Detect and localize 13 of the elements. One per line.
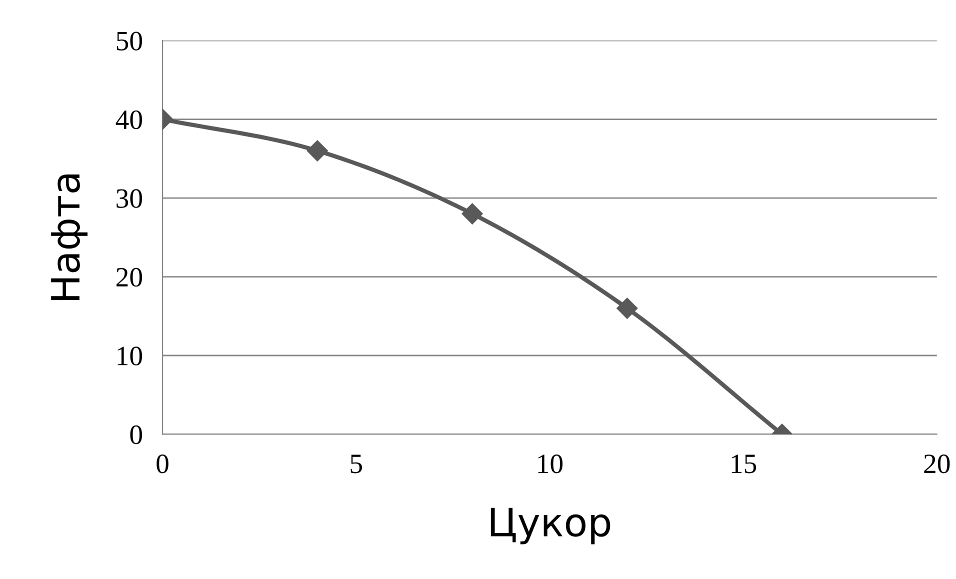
- x-tick-label: 20: [924, 454, 950, 474]
- y-tick-label: 40: [116, 110, 142, 130]
- y-axis-title: Нафта: [51, 174, 88, 300]
- y-tick-label: 20: [116, 268, 142, 287]
- x-axis-title: Цукор: [490, 508, 610, 544]
- x-tick-label: 0: [156, 454, 168, 474]
- y-tick-label: 10: [118, 346, 142, 366]
- y-tick-label: 0: [130, 425, 142, 444]
- y-tick-label: 50: [116, 32, 142, 50]
- x-tick-label: 15: [732, 454, 756, 474]
- x-tick-label: 5: [350, 454, 362, 474]
- y-tick-label: 30: [116, 189, 142, 208]
- x-tick-label: 10: [538, 454, 563, 474]
